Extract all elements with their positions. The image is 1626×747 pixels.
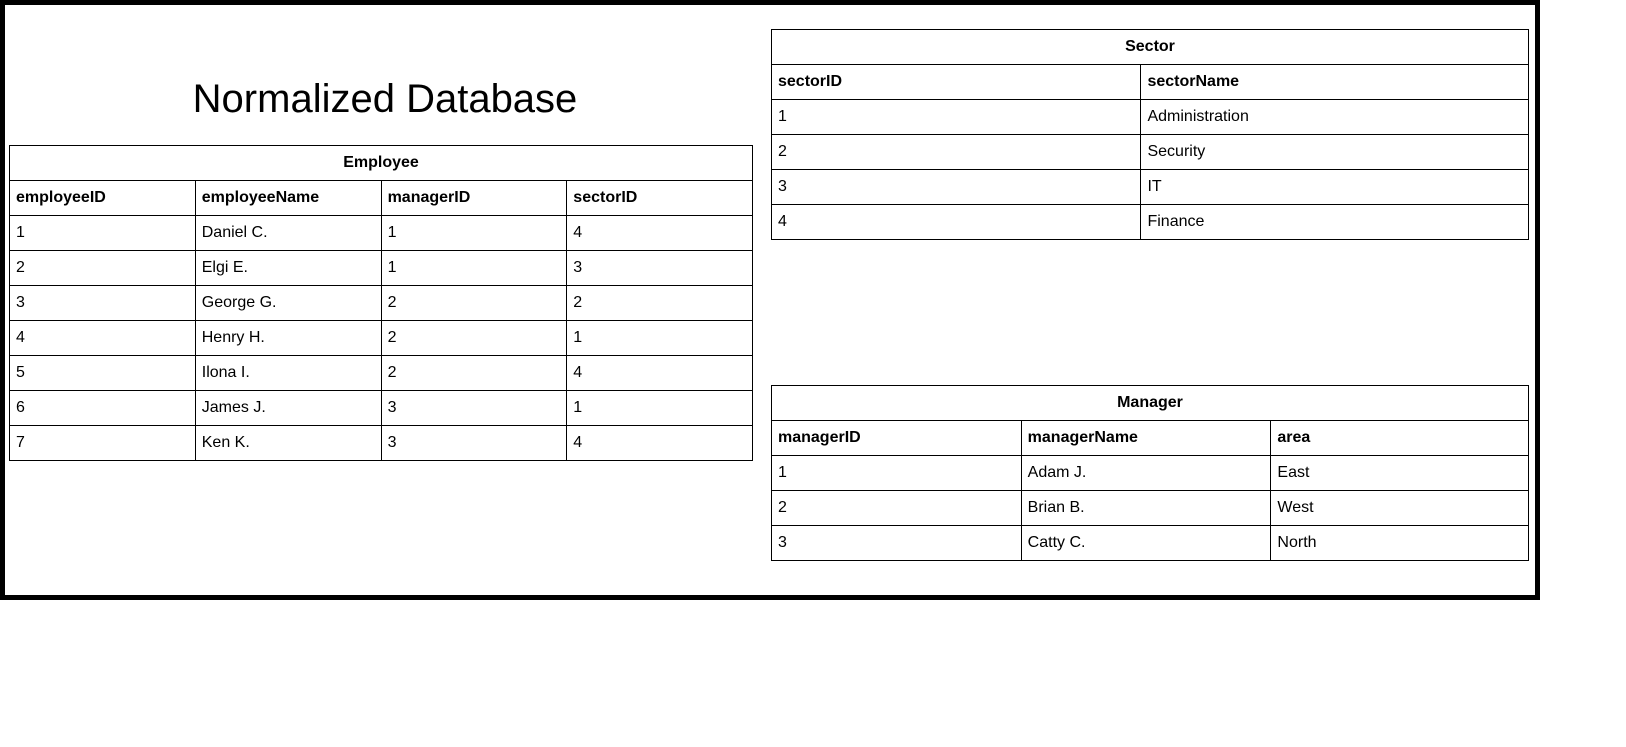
manager-table-body: 1Adam J.East2Brian B.West3Catty C.North	[772, 456, 1529, 561]
table-cell: 7	[10, 426, 196, 461]
table-row: 1Adam J.East	[772, 456, 1529, 491]
table-cell: 2	[381, 356, 567, 391]
table-header-row: sectorID sectorName	[772, 65, 1529, 100]
table-row: 4Finance	[772, 205, 1529, 240]
table-cell: East	[1271, 456, 1529, 491]
table-cell: Ken K.	[195, 426, 381, 461]
table-cell: 3	[381, 426, 567, 461]
table-cell: Brian B.	[1021, 491, 1271, 526]
table-cell: 2	[772, 135, 1141, 170]
table-cell: Catty C.	[1021, 526, 1271, 561]
table-cell: 1	[381, 216, 567, 251]
manager-table: Manager managerID managerName area 1Adam…	[771, 385, 1529, 561]
table-title-row: Sector	[772, 30, 1529, 65]
table-cell: North	[1271, 526, 1529, 561]
table-cell: 6	[10, 391, 196, 426]
table-cell: 3	[772, 526, 1022, 561]
table-row: 2Brian B.West	[772, 491, 1529, 526]
table-cell: 4	[567, 356, 753, 391]
table-row: 3Catty C.North	[772, 526, 1529, 561]
table-cell: West	[1271, 491, 1529, 526]
table-cell: Administration	[1141, 100, 1529, 135]
col-employeeName: employeeName	[195, 181, 381, 216]
table-cell: 1	[10, 216, 196, 251]
page-title: Normalized Database	[5, 77, 765, 122]
col-managerID: managerID	[381, 181, 567, 216]
table-header-row: managerID managerName area	[772, 421, 1529, 456]
table-cell: Ilona I.	[195, 356, 381, 391]
col-managerName: managerName	[1021, 421, 1271, 456]
table-row: 7Ken K.34	[10, 426, 753, 461]
table-cell: 1	[567, 391, 753, 426]
table-cell: Adam J.	[1021, 456, 1271, 491]
table-title-row: Manager	[772, 386, 1529, 421]
col-sectorID: sectorID	[567, 181, 753, 216]
table-cell: 4	[567, 216, 753, 251]
table-cell: 3	[567, 251, 753, 286]
table-cell: 2	[381, 286, 567, 321]
table-cell: 2	[10, 251, 196, 286]
col-employeeID: employeeID	[10, 181, 196, 216]
table-cell: James J.	[195, 391, 381, 426]
table-cell: Security	[1141, 135, 1529, 170]
table-cell: George G.	[195, 286, 381, 321]
diagram-frame: Normalized Database Employee employeeID …	[0, 0, 1540, 600]
table-cell: 2	[772, 491, 1022, 526]
table-cell: Henry H.	[195, 321, 381, 356]
col-managerID: managerID	[772, 421, 1022, 456]
sector-table: Sector sectorID sectorName 1Administrati…	[771, 29, 1529, 240]
col-sectorID: sectorID	[772, 65, 1141, 100]
table-cell: 3	[10, 286, 196, 321]
employee-table: Employee employeeID employeeName manager…	[9, 145, 753, 461]
table-cell: 1	[381, 251, 567, 286]
table-row: 2Security	[772, 135, 1529, 170]
col-sectorName: sectorName	[1141, 65, 1529, 100]
table-cell: 4	[567, 426, 753, 461]
table-row: 3George G.22	[10, 286, 753, 321]
table-cell: 4	[10, 321, 196, 356]
table-cell: 1	[567, 321, 753, 356]
table-cell: 1	[772, 456, 1022, 491]
table-row: 1Administration	[772, 100, 1529, 135]
table-cell: 5	[10, 356, 196, 391]
table-cell: Daniel C.	[195, 216, 381, 251]
table-cell: 1	[772, 100, 1141, 135]
table-cell: 3	[381, 391, 567, 426]
table-cell: Finance	[1141, 205, 1529, 240]
table-cell: IT	[1141, 170, 1529, 205]
table-header-row: employeeID employeeName managerID sector…	[10, 181, 753, 216]
manager-table-title: Manager	[772, 386, 1529, 421]
table-row: 6James J.31	[10, 391, 753, 426]
table-cell: 2	[567, 286, 753, 321]
table-cell: Elgi E.	[195, 251, 381, 286]
sector-table-title: Sector	[772, 30, 1529, 65]
table-row: 2Elgi E.13	[10, 251, 753, 286]
col-area: area	[1271, 421, 1529, 456]
sector-table-body: 1Administration2Security3IT4Finance	[772, 100, 1529, 240]
table-cell: 4	[772, 205, 1141, 240]
table-row: 5Ilona I.24	[10, 356, 753, 391]
table-row: 3IT	[772, 170, 1529, 205]
table-row: 4Henry H.21	[10, 321, 753, 356]
table-title-row: Employee	[10, 146, 753, 181]
employee-table-title: Employee	[10, 146, 753, 181]
employee-table-body: 1Daniel C.142Elgi E.133George G.224Henry…	[10, 216, 753, 461]
table-cell: 3	[772, 170, 1141, 205]
table-row: 1Daniel C.14	[10, 216, 753, 251]
table-cell: 2	[381, 321, 567, 356]
